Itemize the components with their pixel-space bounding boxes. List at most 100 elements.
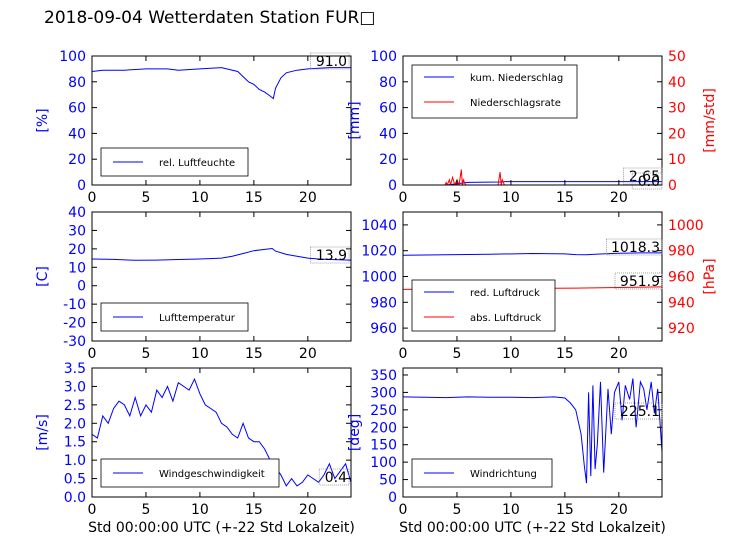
y-tick-label-right: 20	[668, 126, 686, 142]
axes-frame	[402, 55, 663, 186]
legend-label: kum. Niederschlag	[470, 73, 563, 84]
series-temperature-0	[92, 247, 351, 261]
y-axis-label-right: [hPa]	[702, 258, 718, 294]
y-tick-label-right: 1000	[668, 218, 704, 234]
legend: red. Luftdruck abs. Luftdruck	[411, 279, 556, 332]
legend-label: Windrichtung	[470, 469, 537, 480]
current-value: 225.1	[620, 404, 660, 420]
value-box	[614, 272, 663, 290]
y-tick-label-right: 940	[668, 295, 695, 311]
y-tick-label: 10	[68, 260, 86, 276]
x-tick-label: 10	[191, 502, 209, 518]
legend: Windgeschwindigkeit	[100, 458, 280, 488]
x-tick-label: 20	[610, 190, 628, 206]
figure-title: 2018-09-04 Wetterdaten Station FUR□	[44, 8, 376, 28]
y-tick-label: 100	[370, 455, 397, 471]
x-tick-label: 0	[88, 502, 97, 518]
y-tick-label-right: 920	[668, 321, 695, 337]
y-tick-label: 30	[68, 223, 86, 239]
y-tick-label: 0	[77, 178, 86, 194]
axes-frame	[91, 211, 352, 342]
x-tick-label: 0	[399, 346, 408, 362]
x-tick-label: 0	[88, 190, 97, 206]
y-tick-label: 300	[370, 385, 397, 401]
x-tick-label: 20	[299, 502, 317, 518]
y-tick-label: 1.0	[64, 453, 86, 469]
y-tick-label: 350	[370, 368, 397, 384]
y-tick-label: 20	[68, 242, 86, 258]
y-tick-label: -20	[63, 316, 86, 332]
y-tick-label: 80	[68, 75, 86, 91]
x-tick-label: 20	[299, 190, 317, 206]
legend-box	[411, 64, 578, 119]
y-tick-label: -30	[63, 334, 86, 350]
x-tick-label: 15	[245, 502, 263, 518]
chart-pressure: 0 5 10 15 20 960 980 1000 1020 1040 920 940 960 980 10…	[361, 211, 718, 362]
series-winddirection-0	[403, 378, 662, 484]
y-tick-label-right: 960	[668, 270, 695, 286]
x-tick-label: 15	[556, 502, 574, 518]
y-tick-label: 0	[388, 490, 397, 506]
y-tick-label: 3.0	[64, 379, 86, 395]
x-tick-label: 15	[556, 346, 574, 362]
y-tick-label: 2.0	[64, 416, 86, 432]
y-axis-label-right: [mm/std]	[702, 88, 718, 153]
current-value-right: 951.9	[620, 274, 660, 290]
legend-label: Niederschlagsrate	[470, 98, 561, 109]
legend-label: rel. Luftfeuchte	[159, 158, 235, 169]
value-box	[310, 52, 350, 70]
chart-windspeed: 0 5 10 15 20 0.0 0.5 1.0 1.5 2.0 2.5 3.0 3.5 [m/s] Win…	[35, 361, 352, 518]
x-axis-label: Std 00:00:00 UTC (+-22 Std Lokalzeit)	[399, 520, 666, 536]
chart-precipitation: 0 5 10 15 20 0 20 40 60 80 100 0 10 20 30 40 50 [mm] [mm/s…	[347, 49, 718, 206]
x-tick-label: 15	[245, 346, 263, 362]
legend: Windrichtung	[411, 458, 553, 488]
current-value: 0.4	[325, 470, 347, 486]
y-tick-label: 3.5	[64, 361, 86, 377]
x-tick-label: 0	[399, 190, 408, 206]
x-tick-label: 10	[502, 190, 520, 206]
x-tick-label: 10	[191, 190, 209, 206]
y-tick-label: 1020	[361, 244, 397, 260]
series-windspeed-0	[92, 377, 351, 487]
legend-label: Lufttemperatur	[159, 313, 236, 324]
x-tick-label: 15	[245, 190, 263, 206]
y-tick-label: 20	[68, 152, 86, 168]
value-box	[310, 246, 350, 264]
legend: kum. Niederschlag Niederschlagsrate	[411, 64, 578, 119]
current-value: 91.0	[316, 54, 347, 70]
y-axis-label: [m/s]	[35, 414, 51, 451]
y-axis-label: [%]	[35, 108, 51, 132]
series-precipitation-0	[403, 181, 662, 185]
x-tick-label: 0	[399, 502, 408, 518]
legend: rel. Luftfeuchte	[100, 147, 249, 177]
y-tick-label: 1.5	[64, 435, 86, 451]
x-tick-label: 5	[452, 502, 461, 518]
x-tick-label: 10	[191, 346, 209, 362]
series-humidity-0	[92, 67, 351, 100]
legend-box	[411, 279, 556, 332]
axes-frame	[91, 55, 352, 186]
x-tick-label: 0	[88, 346, 97, 362]
y-tick-label-right: 30	[668, 101, 686, 117]
legend: Lufttemperatur	[100, 302, 249, 332]
x-tick-label: 5	[452, 346, 461, 362]
y-tick-label: 2.5	[64, 398, 86, 414]
x-tick-label: 10	[502, 502, 520, 518]
series-pressure-0	[403, 252, 662, 256]
value-box	[614, 402, 663, 420]
y-tick-label: 0	[77, 279, 86, 295]
chart-temperature: 0 5 10 15 20 -30 -20 -10 0 10 20 30 40 [C] Lufttempera…	[35, 205, 352, 362]
y-tick-label: 0.0	[64, 490, 86, 506]
y-tick-label: 0.5	[64, 472, 86, 488]
legend-label: abs. Luftdruck	[470, 313, 541, 324]
x-tick-label: 5	[141, 502, 150, 518]
y-tick-label-right: 50	[668, 49, 686, 65]
y-tick-label-right: 10	[668, 152, 686, 168]
value-box	[631, 172, 663, 190]
y-tick-label: 40	[68, 126, 86, 142]
y-axis-label: [C]	[35, 266, 51, 287]
y-tick-label: 250	[370, 403, 397, 419]
y-axis-label: [deg]	[347, 414, 363, 451]
y-tick-label: 40	[379, 126, 397, 142]
